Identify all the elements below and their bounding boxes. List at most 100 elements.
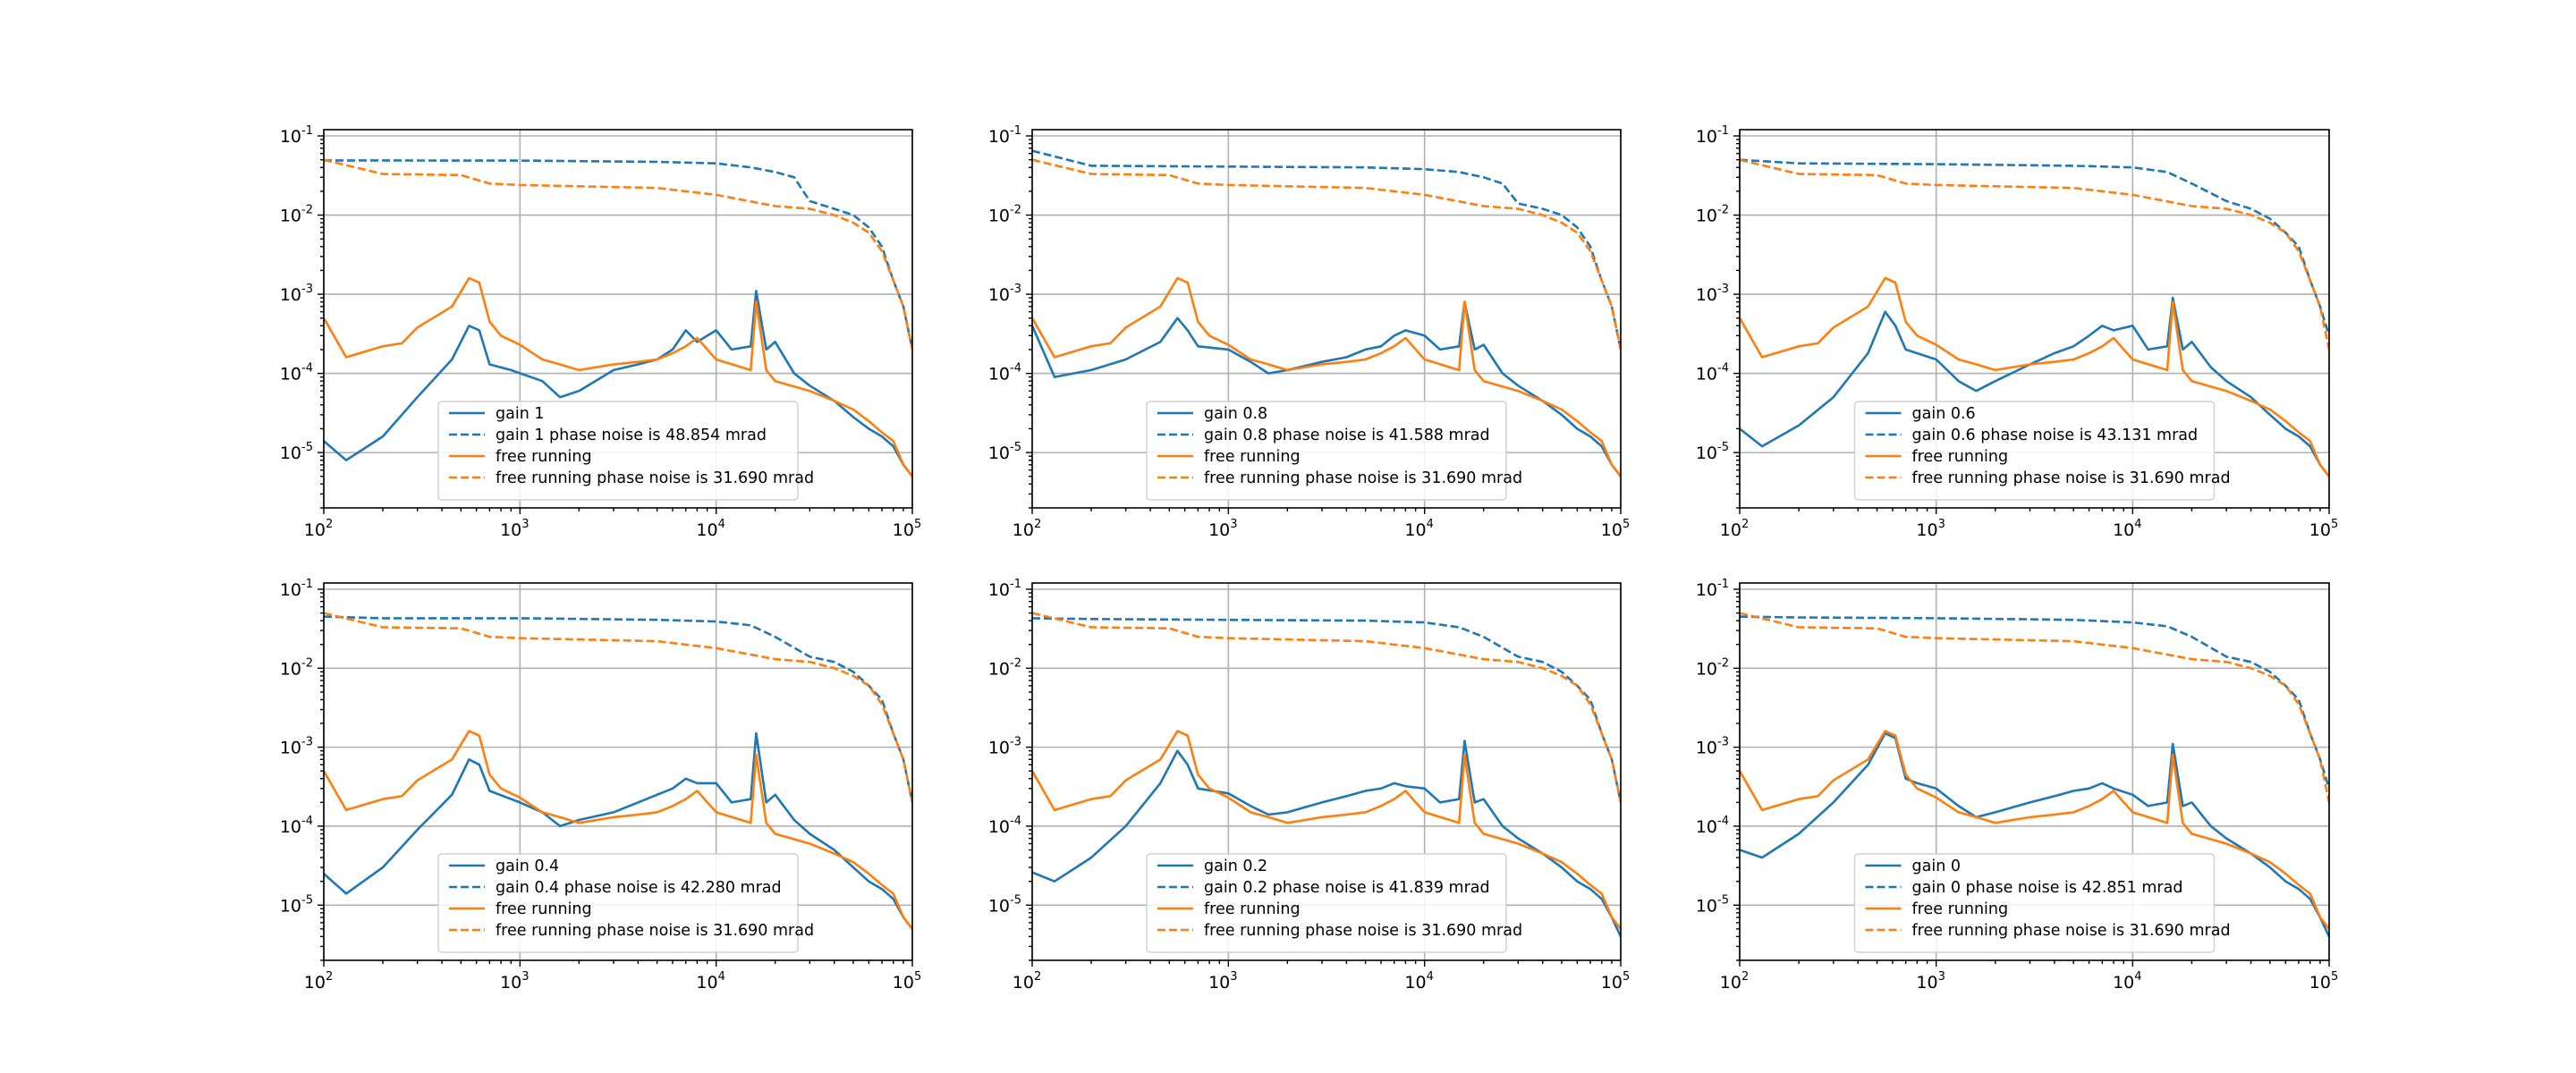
x-tick-label: 105 — [893, 970, 921, 993]
series-line-4 — [324, 612, 912, 803]
y-tick-label: 10-5 — [1696, 441, 1729, 463]
x-tick-label: 105 — [1601, 970, 1630, 993]
legend-label: gain 0 — [1912, 858, 1961, 875]
series-line-3 — [1740, 730, 2329, 930]
legend-box — [1853, 853, 2216, 953]
axes-frame — [1031, 582, 1622, 961]
legend-label: free running — [496, 900, 592, 918]
series-line-4 — [1032, 612, 1621, 803]
legend-box — [437, 401, 799, 501]
x-tick-label: 103 — [1916, 518, 1945, 540]
series-line-4 — [324, 158, 912, 351]
series-line-2 — [324, 159, 912, 351]
series-line-4 — [1740, 612, 2329, 803]
legend: gain 0.2 gain 0.2 phase noise is 41.839 m… — [1146, 853, 1522, 953]
legend-label: free running phase noise is 31.690 mrad — [1204, 922, 1522, 940]
x-tick-label: 104 — [2113, 970, 2141, 993]
x-tick-label: 104 — [1404, 518, 1433, 540]
axes-frame — [1031, 129, 1622, 509]
y-tick-label: 10-2 — [1696, 204, 1729, 226]
legend-label: free running phase noise is 31.690 mrad — [1912, 469, 2231, 487]
legend-label: free running phase noise is 31.690 mrad — [1912, 922, 2231, 940]
x-tick-label: 102 — [1013, 970, 1041, 993]
y-tick-label: 10-1 — [1696, 124, 1729, 147]
legend: gain 1 gain 1 phase noise is 48.854 mrad f… — [437, 401, 814, 501]
legend-label: free running phase noise is 31.690 mrad — [496, 922, 814, 940]
x-tick-label: 104 — [696, 518, 724, 540]
x-tick-label: 104 — [2113, 518, 2141, 540]
x-tick-label: 103 — [1208, 518, 1237, 540]
x-tick-label: 105 — [2309, 970, 2338, 993]
y-tick-label: 10-4 — [988, 815, 1021, 837]
series-line-3 — [324, 276, 912, 477]
series-line-4 — [1032, 158, 1621, 351]
series-line-1 — [1740, 731, 2329, 937]
y-tick-label: 10-1 — [988, 124, 1021, 147]
legend-label: gain 0.4 phase noise is 42.280 mrad — [496, 879, 782, 897]
y-tick-label: 10-4 — [280, 815, 313, 837]
series-line-2 — [1032, 617, 1621, 803]
y-tick-label: 10-3 — [280, 736, 313, 758]
legend-label: free running — [1204, 448, 1301, 466]
legend-label: gain 0.8 phase noise is 41.588 mrad — [1204, 427, 1490, 444]
series-line-1 — [1032, 300, 1621, 477]
legend-label: free running phase noise is 31.690 mrad — [1204, 469, 1522, 487]
legend-label: gain 0.6 — [1912, 405, 1976, 423]
series-line-3 — [1740, 276, 2329, 477]
y-tick-label: 10-2 — [988, 656, 1021, 679]
y-tick-label: 10-3 — [1696, 736, 1729, 758]
y-tick-label: 10-5 — [280, 441, 313, 463]
legend-box — [1853, 401, 2216, 501]
x-tick-label: 103 — [1208, 970, 1237, 993]
x-tick-label: 102 — [1720, 970, 1749, 993]
y-tick-label: 10-3 — [1696, 283, 1729, 305]
x-tick-label: 105 — [893, 518, 921, 540]
y-tick-label: 10-3 — [988, 283, 1021, 305]
axes-frame — [1739, 129, 2330, 509]
legend-box — [437, 853, 799, 953]
legend-label: gain 0.6 phase noise is 43.131 mrad — [1912, 427, 2199, 444]
y-tick-label: 10-2 — [1696, 656, 1729, 679]
y-tick-label: 10-5 — [988, 441, 1021, 463]
legend-label: free running — [1912, 448, 2009, 466]
x-tick-label: 103 — [1916, 970, 1945, 993]
legend-label: gain 1 phase noise is 48.854 mrad — [496, 427, 767, 444]
series-line-1 — [1032, 739, 1621, 937]
series-line-1 — [1740, 296, 2329, 477]
y-tick-label: 10-3 — [280, 283, 313, 305]
y-tick-label: 10-1 — [280, 124, 313, 147]
legend: gain 0.8 gain 0.8 phase noise is 41.588 m… — [1146, 401, 1522, 501]
legend-label: gain 0.2 phase noise is 41.839 mrad — [1204, 879, 1490, 897]
x-tick-label: 102 — [304, 970, 333, 993]
subplot-5: 102 103 104 105 10-5 10-4 10-3 10-2 10-1 gain 0.2… — [988, 578, 1630, 993]
y-tick-label: 10-5 — [1696, 893, 1729, 916]
y-tick-label: 10-2 — [988, 204, 1021, 226]
x-tick-label: 103 — [500, 970, 529, 993]
legend-label: free running — [496, 448, 592, 466]
series-line-3 — [1032, 730, 1621, 930]
legend: gain 0.4 gain 0.4 phase noise is 42.280 m… — [437, 853, 814, 953]
axes-frame — [323, 129, 913, 509]
y-tick-label: 10-4 — [988, 362, 1021, 384]
y-tick-label: 10-1 — [1696, 578, 1729, 600]
subplot-3: 102 103 104 105 10-5 10-4 10-3 10-2 10-1 gain 0.6… — [1696, 124, 2338, 540]
legend-label: free running — [1204, 900, 1301, 918]
series-line-2 — [1032, 149, 1621, 351]
legend: gain 0 gain 0 phase noise is 42.851 mrad f… — [1853, 853, 2231, 953]
legend-label: gain 0.8 — [1204, 405, 1267, 423]
legend: gain 0.6 gain 0.6 phase noise is 43.131 m… — [1853, 401, 2231, 501]
subplot-4: 102 103 104 105 10-5 10-4 10-3 10-2 10-1 gain 0.4… — [280, 578, 921, 993]
y-tick-label: 10-3 — [988, 736, 1021, 758]
series-line-1 — [324, 290, 912, 477]
legend-box — [1146, 853, 1507, 953]
legend-box — [1146, 401, 1507, 501]
y-tick-label: 10-4 — [280, 362, 313, 384]
subplot-2: 102 103 104 105 10-5 10-4 10-3 10-2 10-1 gain 0.8… — [988, 124, 1630, 540]
y-tick-label: 10-2 — [280, 656, 313, 679]
y-tick-label: 10-5 — [280, 893, 313, 916]
legend-label: gain 1 — [496, 405, 544, 423]
y-tick-label: 10-1 — [988, 578, 1021, 600]
series-line-2 — [1740, 615, 2329, 790]
y-tick-label: 10-4 — [1696, 815, 1729, 837]
